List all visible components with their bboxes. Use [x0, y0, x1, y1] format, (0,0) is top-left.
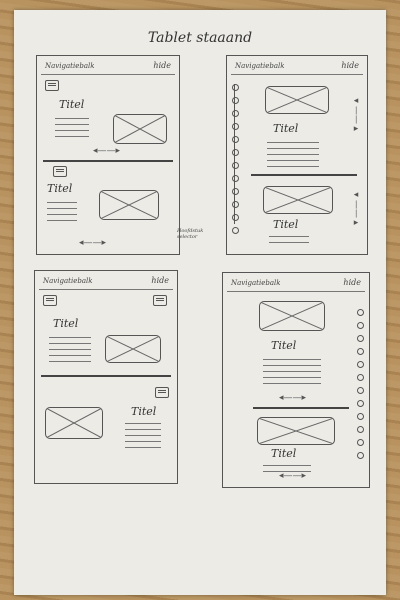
- section-divider: [253, 407, 349, 409]
- arrow-left-right-icon[interactable]: ◂——▸: [93, 146, 121, 156]
- section-title: Titel: [273, 122, 299, 135]
- arrow-left-right-icon[interactable]: ◂——▸: [79, 238, 107, 248]
- navigation-bar[interactable]: Navigatiebalk hide: [41, 60, 175, 75]
- navigation-bar[interactable]: Navigatiebalk hide: [227, 277, 365, 292]
- image-placeholder: [45, 407, 103, 439]
- menu-icon[interactable]: [45, 80, 59, 91]
- image-placeholder: [113, 114, 167, 144]
- section-divider: [251, 174, 357, 176]
- section-title: Titel: [271, 339, 297, 352]
- navigation-bar[interactable]: Navigatiebalk hide: [39, 275, 173, 290]
- image-placeholder: [259, 301, 325, 331]
- text-lines: [269, 236, 309, 248]
- page-title: Tablet staaand: [147, 30, 253, 46]
- section-title: Titel: [271, 447, 297, 460]
- image-placeholder: [263, 186, 333, 214]
- text-lines: [263, 465, 311, 477]
- arrow-left-right-icon[interactable]: ◂——▸: [279, 393, 307, 403]
- navigation-bar[interactable]: Navigatiebalk hide: [231, 60, 363, 75]
- sketch-paper: Tablet staaand Navigatiebalk hide Titel …: [14, 10, 386, 595]
- text-lines: [267, 142, 319, 172]
- section-title: Titel: [47, 182, 73, 195]
- chapter-selector[interactable]: [232, 84, 239, 240]
- menu-icon[interactable]: [153, 295, 167, 306]
- navigation-bar-label: Navigatiebalk: [43, 277, 93, 285]
- navigation-bar-label: Navigatiebalk: [235, 62, 285, 70]
- image-placeholder: [265, 86, 329, 114]
- section-divider: [41, 375, 171, 377]
- section-title: Titel: [59, 98, 85, 111]
- text-lines: [49, 337, 91, 367]
- section-divider: [43, 160, 173, 162]
- text-lines: [55, 118, 89, 142]
- text-lines: [263, 359, 321, 389]
- hide-button[interactable]: hide: [153, 61, 171, 70]
- text-lines: [125, 423, 161, 453]
- arrow-up-down-icon[interactable]: ◂——▸: [351, 96, 361, 134]
- wireframe-1: Navigatiebalk hide Titel ◂——▸ Titel ◂——▸…: [36, 55, 203, 255]
- section-title: Titel: [131, 405, 157, 418]
- chapter-selector[interactable]: [357, 309, 364, 465]
- section-title: Titel: [273, 218, 299, 231]
- section-title: Titel: [53, 317, 79, 330]
- hide-button[interactable]: hide: [341, 61, 359, 70]
- wireframe-2: Navigatiebalk hide Titel ◂——▸ Titel ◂——▸: [226, 55, 368, 255]
- arrow-left-right-icon[interactable]: ◂——▸: [279, 471, 307, 481]
- wireframe-4: Navigatiebalk hide Titel ◂——▸ Titel ◂——▸: [222, 272, 370, 488]
- image-placeholder: [105, 335, 161, 363]
- image-placeholder: [99, 190, 159, 220]
- hide-button[interactable]: hide: [343, 278, 361, 287]
- annotation-label: Hoofdstuk selector: [177, 228, 204, 240]
- menu-icon[interactable]: [43, 295, 57, 306]
- wireframe-3: Navigatiebalk hide Titel Titel: [34, 270, 178, 484]
- image-placeholder: [257, 417, 335, 445]
- navigation-bar-label: Navigatiebalk: [231, 279, 281, 287]
- navigation-bar-label: Navigatiebalk: [45, 62, 95, 70]
- arrow-up-down-icon[interactable]: ◂——▸: [351, 190, 361, 228]
- menu-icon[interactable]: [155, 387, 169, 398]
- text-lines: [47, 202, 77, 226]
- menu-icon[interactable]: [53, 166, 67, 177]
- hide-button[interactable]: hide: [151, 276, 169, 285]
